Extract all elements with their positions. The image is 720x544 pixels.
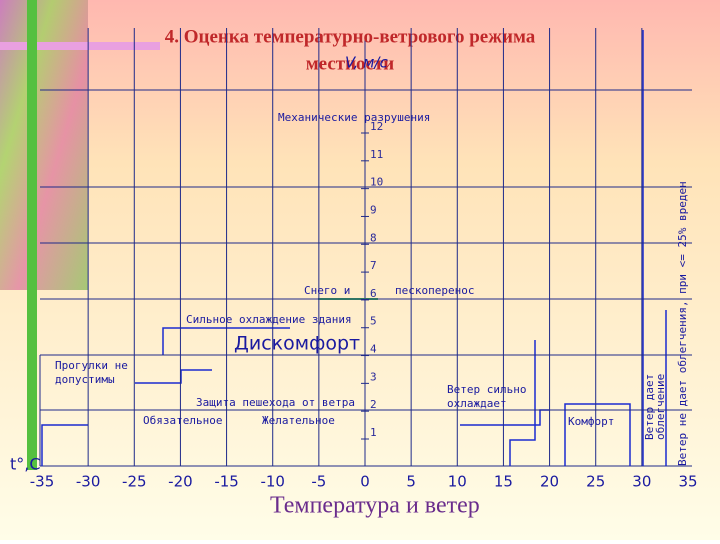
x-tick-label: -30: [76, 473, 101, 491]
x-tick-label: 20: [540, 473, 559, 491]
y-tick-label: 11: [370, 148, 383, 161]
boundary: [41, 424, 88, 466]
boundary: [162, 327, 290, 355]
x-tick-label: -35: [30, 473, 55, 491]
y-tick-label: 8: [370, 231, 377, 244]
zone-label: допустимы: [55, 373, 115, 386]
vertical-note: Ветер не дает облегчения, при <= 25% вре…: [676, 181, 689, 466]
title: 4. Оценка температурно-ветрового режима: [165, 26, 536, 47]
zone-label: Снего и: [304, 284, 350, 297]
x-tick-label: 25: [586, 473, 605, 491]
y-tick-label: 1: [370, 426, 377, 439]
y-tick-label: 10: [370, 176, 383, 189]
zone-label: Механические разрушения: [278, 111, 430, 124]
x-tick-label: 10: [448, 473, 467, 491]
y-tick-label: 7: [370, 259, 377, 272]
zone-label: Ветер сильно: [447, 383, 526, 396]
title: местности: [306, 53, 395, 74]
x-tick-label: -15: [214, 473, 239, 491]
diagram: [39, 30, 692, 467]
caption: Температура и ветер: [270, 493, 480, 519]
x-axis-label: t°,C: [10, 455, 41, 474]
y-axis-label: V, м/с: [345, 54, 388, 72]
decor-green: [27, 0, 37, 470]
vertical-note: облегчение: [654, 374, 667, 440]
zone-label: Защита пешехода от ветра: [196, 396, 355, 409]
x-tick-label: -5: [311, 473, 326, 491]
decor-bar: [0, 42, 160, 50]
boundary: [135, 369, 212, 384]
y-tick-label: 4: [370, 343, 377, 356]
x-tick-label: 5: [406, 473, 416, 491]
boundary: [509, 340, 536, 466]
zone-label: Сильное охлаждение здания: [186, 313, 352, 326]
zone-label: Обязательное: [143, 414, 222, 427]
zone-label: Комфорт: [568, 415, 614, 428]
zone-label: охлаждает: [447, 397, 507, 410]
x-tick-label: 15: [494, 473, 513, 491]
zone-label: Прогулки не: [55, 359, 128, 372]
x-tick-label: 30: [632, 473, 651, 491]
zone-label: пескоперенос: [395, 284, 474, 297]
y-tick-label: 2: [370, 398, 377, 411]
y-tick-label: 6: [370, 287, 377, 300]
x-tick-label: -25: [122, 473, 147, 491]
y-tick-label: 5: [370, 315, 377, 328]
y-tick-label: 12: [370, 120, 383, 133]
boundary: [564, 403, 631, 466]
vertical-note: Ветер дает: [643, 374, 656, 440]
x-tick-label: 0: [360, 473, 370, 491]
x-tick-label: -20: [168, 473, 193, 491]
y-tick-label: 9: [370, 203, 377, 216]
x-tick-label: 35: [678, 473, 697, 491]
x-tick-label: -10: [260, 473, 285, 491]
zone-label: Желательное: [262, 414, 335, 427]
zone-label: Дискомфорт: [234, 333, 360, 355]
y-tick-label: 3: [370, 370, 377, 383]
